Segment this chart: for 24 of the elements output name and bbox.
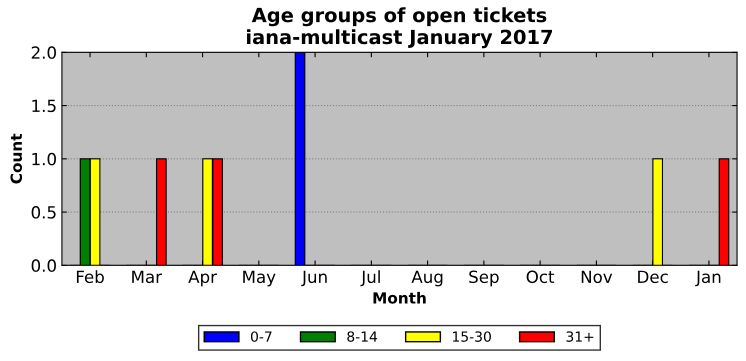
x-tick-label: Nov	[582, 270, 612, 284]
legend-label: 15-30	[453, 331, 491, 342]
y-tick-label: 1.5	[32, 100, 56, 112]
legend-label: 0-7	[250, 331, 272, 342]
y-tick-label: 1.0	[32, 152, 56, 166]
y-axis-title: Count	[10, 134, 22, 184]
chart-title: Age groups of open tickets iana-multicast January 2017	[247, 7, 552, 48]
x-tick-label: Aug	[411, 270, 442, 286]
x-tick-label: Oct	[526, 270, 554, 284]
legend-label: 31+	[566, 331, 594, 342]
x-tick-label: Jan	[695, 270, 720, 286]
x-tick-label: Jun	[301, 270, 327, 286]
y-tick-label: 0.0	[32, 259, 56, 272]
x-tick-label: Apr	[188, 270, 217, 286]
y-tick-label: 0.5	[32, 206, 56, 219]
x-tick-label: Jul	[360, 270, 380, 286]
x-tick-label: Feb	[76, 270, 104, 284]
x-tick-label: Dec	[638, 270, 668, 284]
x-tick-label: Mar	[132, 270, 162, 284]
y-tick-label: 2.0	[32, 46, 56, 59]
x-tick-label: May	[243, 270, 276, 286]
legend-label: 8-14	[347, 331, 378, 342]
x-axis-title: Month	[374, 292, 426, 304]
x-tick-label: Sep	[469, 270, 499, 286]
